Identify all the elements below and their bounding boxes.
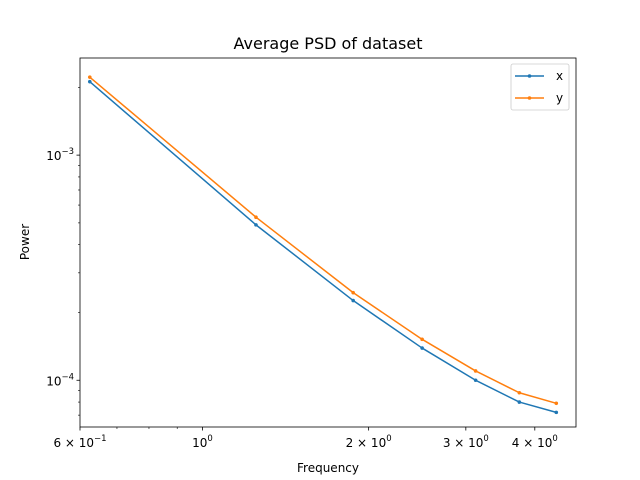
data-point-x xyxy=(420,346,424,350)
data-point-y xyxy=(420,337,424,342)
y-axis-label: Power xyxy=(18,224,32,260)
y-tick-label: 10−3 xyxy=(46,147,74,163)
data-point-x xyxy=(473,378,478,383)
x-tick-label: 3 × 100 xyxy=(443,434,489,450)
series-line-x xyxy=(89,81,557,414)
legend-label-y: y xyxy=(556,91,563,105)
data-point-x xyxy=(87,79,92,84)
data-point-y xyxy=(554,401,559,406)
data-point-x xyxy=(554,410,559,415)
legend: xy xyxy=(510,63,570,111)
data-point-y xyxy=(87,75,92,79)
data-point-y xyxy=(254,215,258,219)
data-point-y xyxy=(473,369,478,373)
x-tick-label: 4 × 100 xyxy=(512,434,558,450)
plot-area xyxy=(79,57,577,428)
x-axis-label: Frequency xyxy=(297,461,359,475)
data-point-x xyxy=(517,400,522,404)
axis-ticks: 6 × 10−1 100 2 × 100 3 × 100 4 × 100 10−3 10−4 xyxy=(46,87,558,450)
x-tick-label: 6 × 10−1 xyxy=(53,434,106,450)
data-point-y xyxy=(351,290,355,295)
legend-label-x: x xyxy=(556,69,563,83)
legend-marker-x xyxy=(527,74,532,78)
x-tick-label: 2 × 100 xyxy=(346,434,392,450)
x-tick-label: 100 xyxy=(192,434,213,450)
legend-marker-y xyxy=(527,96,532,100)
series-line-y xyxy=(89,76,557,405)
data-point-y xyxy=(517,390,522,395)
data-point-x xyxy=(254,223,258,227)
chart-title: Average PSD of dataset xyxy=(234,34,423,53)
series-layer xyxy=(87,75,559,415)
data-point-x xyxy=(351,298,355,303)
y-tick-label: 10−4 xyxy=(46,372,74,388)
